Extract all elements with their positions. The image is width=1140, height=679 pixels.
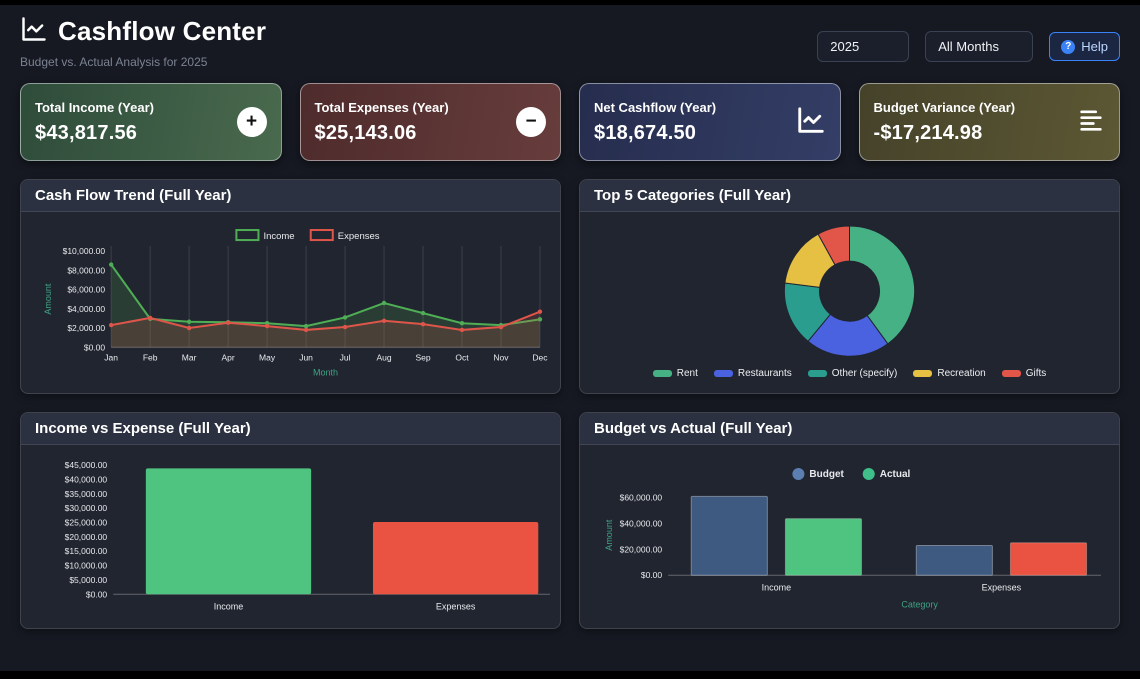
chart-line-icon <box>796 105 826 140</box>
month-filter-select[interactable]: All Months <box>925 31 1034 62</box>
kpi-net-cashflow: Net Cashflow (Year) $18,674.50 <box>579 83 841 161</box>
svg-text:$60,000.00: $60,000.00 <box>620 493 663 503</box>
help-button[interactable]: ? Help <box>1049 32 1120 61</box>
legend-swatch <box>652 370 672 378</box>
svg-text:$40,000.00: $40,000.00 <box>620 519 663 529</box>
kpi-cards: Total Income (Year) $43,817.56 + Total E… <box>0 71 1140 161</box>
svg-text:$10,000.00: $10,000.00 <box>63 246 106 256</box>
chart-panels: Cash Flow Trend (Full Year) Jan Feb Mar Apr… <box>0 161 1140 629</box>
svg-text:$6,000.00: $6,000.00 <box>67 285 105 295</box>
top-categories-donut-chart <box>783 225 916 357</box>
panel-title: Cash Flow Trend (Full Year) <box>21 180 560 212</box>
svg-text:Jul: Jul <box>340 352 351 362</box>
svg-text:Month: Month <box>313 367 338 377</box>
kpi-value: $25,143.06 <box>314 121 417 144</box>
kpi-label: Total Expenses (Year) <box>314 99 449 115</box>
svg-text:$8,000.00: $8,000.00 <box>67 265 105 275</box>
svg-text:$2,000.00: $2,000.00 <box>67 323 105 333</box>
svg-text:Category: Category <box>901 599 938 609</box>
svg-text:$30,000.00: $30,000.00 <box>65 503 108 513</box>
legend-swatch <box>913 370 933 378</box>
legend-item: Rent <box>652 368 698 379</box>
donut-legend: Rent Restaurants Other (specify) Recreation… <box>580 368 1119 379</box>
svg-text:Amount: Amount <box>604 519 614 551</box>
header-left: Cashflow Center Budget vs. Actual Analys… <box>20 15 266 69</box>
kpi-value: $43,817.56 <box>35 121 138 144</box>
kpi-total-expenses: Total Expenses (Year) $25,143.06 − <box>299 83 561 161</box>
panel-title: Income vs Expense (Full Year) <box>21 413 560 445</box>
svg-text:Expenses: Expenses <box>982 582 1022 592</box>
svg-text:$40,000.00: $40,000.00 <box>65 474 108 484</box>
bottom-edge-strip <box>0 671 1140 679</box>
svg-text:Apr: Apr <box>221 352 234 362</box>
app-logo-chart-icon <box>20 15 48 48</box>
help-button-label: Help <box>1081 39 1108 54</box>
minus-icon: − <box>516 107 546 137</box>
budget-vs-actual-bar-chart: $0.00 $20,000.00 $40,000.00 $60,000.00 Incom… <box>604 468 1101 609</box>
svg-text:Actual: Actual <box>880 469 911 480</box>
svg-text:$0.00: $0.00 <box>641 570 663 580</box>
svg-text:Oct: Oct <box>455 352 469 362</box>
svg-text:Budget: Budget <box>809 469 844 480</box>
legend-item: Restaurants <box>713 368 792 379</box>
svg-text:$0.00: $0.00 <box>84 342 106 352</box>
panel-top-categories: Top 5 Categories (Full Year) Rent Restaur… <box>579 179 1120 394</box>
header-controls: 2025 All Months ? Help <box>817 31 1120 62</box>
kpi-label: Total Income (Year) <box>35 99 154 115</box>
kpi-total-income: Total Income (Year) $43,817.56 + <box>20 83 282 161</box>
svg-text:$45,000.00: $45,000.00 <box>65 460 108 470</box>
panel-title: Top 5 Categories (Full Year) <box>580 180 1119 212</box>
legend-item: Gifts <box>1001 368 1046 379</box>
top-edge-strip <box>0 0 1140 5</box>
svg-text:Income: Income <box>263 231 294 242</box>
year-select[interactable]: 2025 <box>817 31 910 62</box>
svg-text:$20,000.00: $20,000.00 <box>620 544 663 554</box>
legend-item: Other (specify) <box>807 368 897 379</box>
svg-text:Dec: Dec <box>532 352 548 362</box>
panel-title: Budget vs Actual (Full Year) <box>580 413 1119 445</box>
svg-text:Nov: Nov <box>493 352 509 362</box>
svg-text:Income: Income <box>214 601 244 611</box>
help-icon: ? <box>1061 39 1076 54</box>
legend-swatch <box>713 370 733 378</box>
panel-cashflow-trend: Cash Flow Trend (Full Year) Jan Feb Mar Apr… <box>20 179 561 394</box>
svg-text:Sep: Sep <box>415 352 430 362</box>
svg-text:May: May <box>259 352 276 362</box>
cashflow-trend-chart: Jan Feb Mar Apr May Jun Jul Aug Sep Oct Nov Dec $0.0… <box>43 229 548 377</box>
svg-text:Feb: Feb <box>143 352 158 362</box>
svg-text:$0.00: $0.00 <box>86 589 108 599</box>
income-vs-expense-bar-chart: $0.00 $5,000.00 $10,000.00 $15,000.00 $20,00… <box>65 460 550 611</box>
svg-text:Jun: Jun <box>299 352 313 362</box>
page-title: Cashflow Center <box>58 16 267 46</box>
kpi-label: Budget Variance (Year) <box>873 99 1016 115</box>
svg-text:Expenses: Expenses <box>436 601 476 611</box>
report-list-icon <box>1077 106 1105 139</box>
svg-text:Aug: Aug <box>376 352 391 362</box>
panel-income-vs-expense: Income vs Expense (Full Year) $0.00 $5,00… <box>20 412 561 629</box>
svg-text:Jan: Jan <box>104 352 118 362</box>
svg-text:Amount: Amount <box>43 283 53 315</box>
svg-text:$4,000.00: $4,000.00 <box>67 304 105 314</box>
panel-budget-vs-actual: Budget vs Actual (Full Year) $0.00 $20,00… <box>579 412 1120 629</box>
svg-text:$10,000.00: $10,000.00 <box>65 561 108 571</box>
svg-text:$5,000.00: $5,000.00 <box>69 575 107 585</box>
kpi-budget-variance: Budget Variance (Year) -$17,214.98 <box>858 83 1120 161</box>
svg-text:$35,000.00: $35,000.00 <box>65 489 108 499</box>
svg-text:Mar: Mar <box>182 352 197 362</box>
kpi-label: Net Cashflow (Year) <box>594 99 717 115</box>
svg-text:$15,000.00: $15,000.00 <box>65 546 108 556</box>
legend-swatch <box>1001 370 1021 378</box>
svg-text:Income: Income <box>762 582 792 592</box>
kpi-value: $18,674.50 <box>594 121 697 144</box>
header: Cashflow Center Budget vs. Actual Analys… <box>0 5 1140 71</box>
plus-icon: + <box>236 107 267 137</box>
kpi-value: -$17,214.98 <box>873 121 983 144</box>
page-subtitle: Budget vs. Actual Analysis for 2025 <box>20 55 208 69</box>
svg-text:$20,000.00: $20,000.00 <box>65 532 108 542</box>
svg-text:$25,000.00: $25,000.00 <box>65 517 108 527</box>
legend-item: Recreation <box>913 368 986 379</box>
svg-text:Expenses: Expenses <box>338 231 380 242</box>
legend-swatch <box>807 370 827 378</box>
